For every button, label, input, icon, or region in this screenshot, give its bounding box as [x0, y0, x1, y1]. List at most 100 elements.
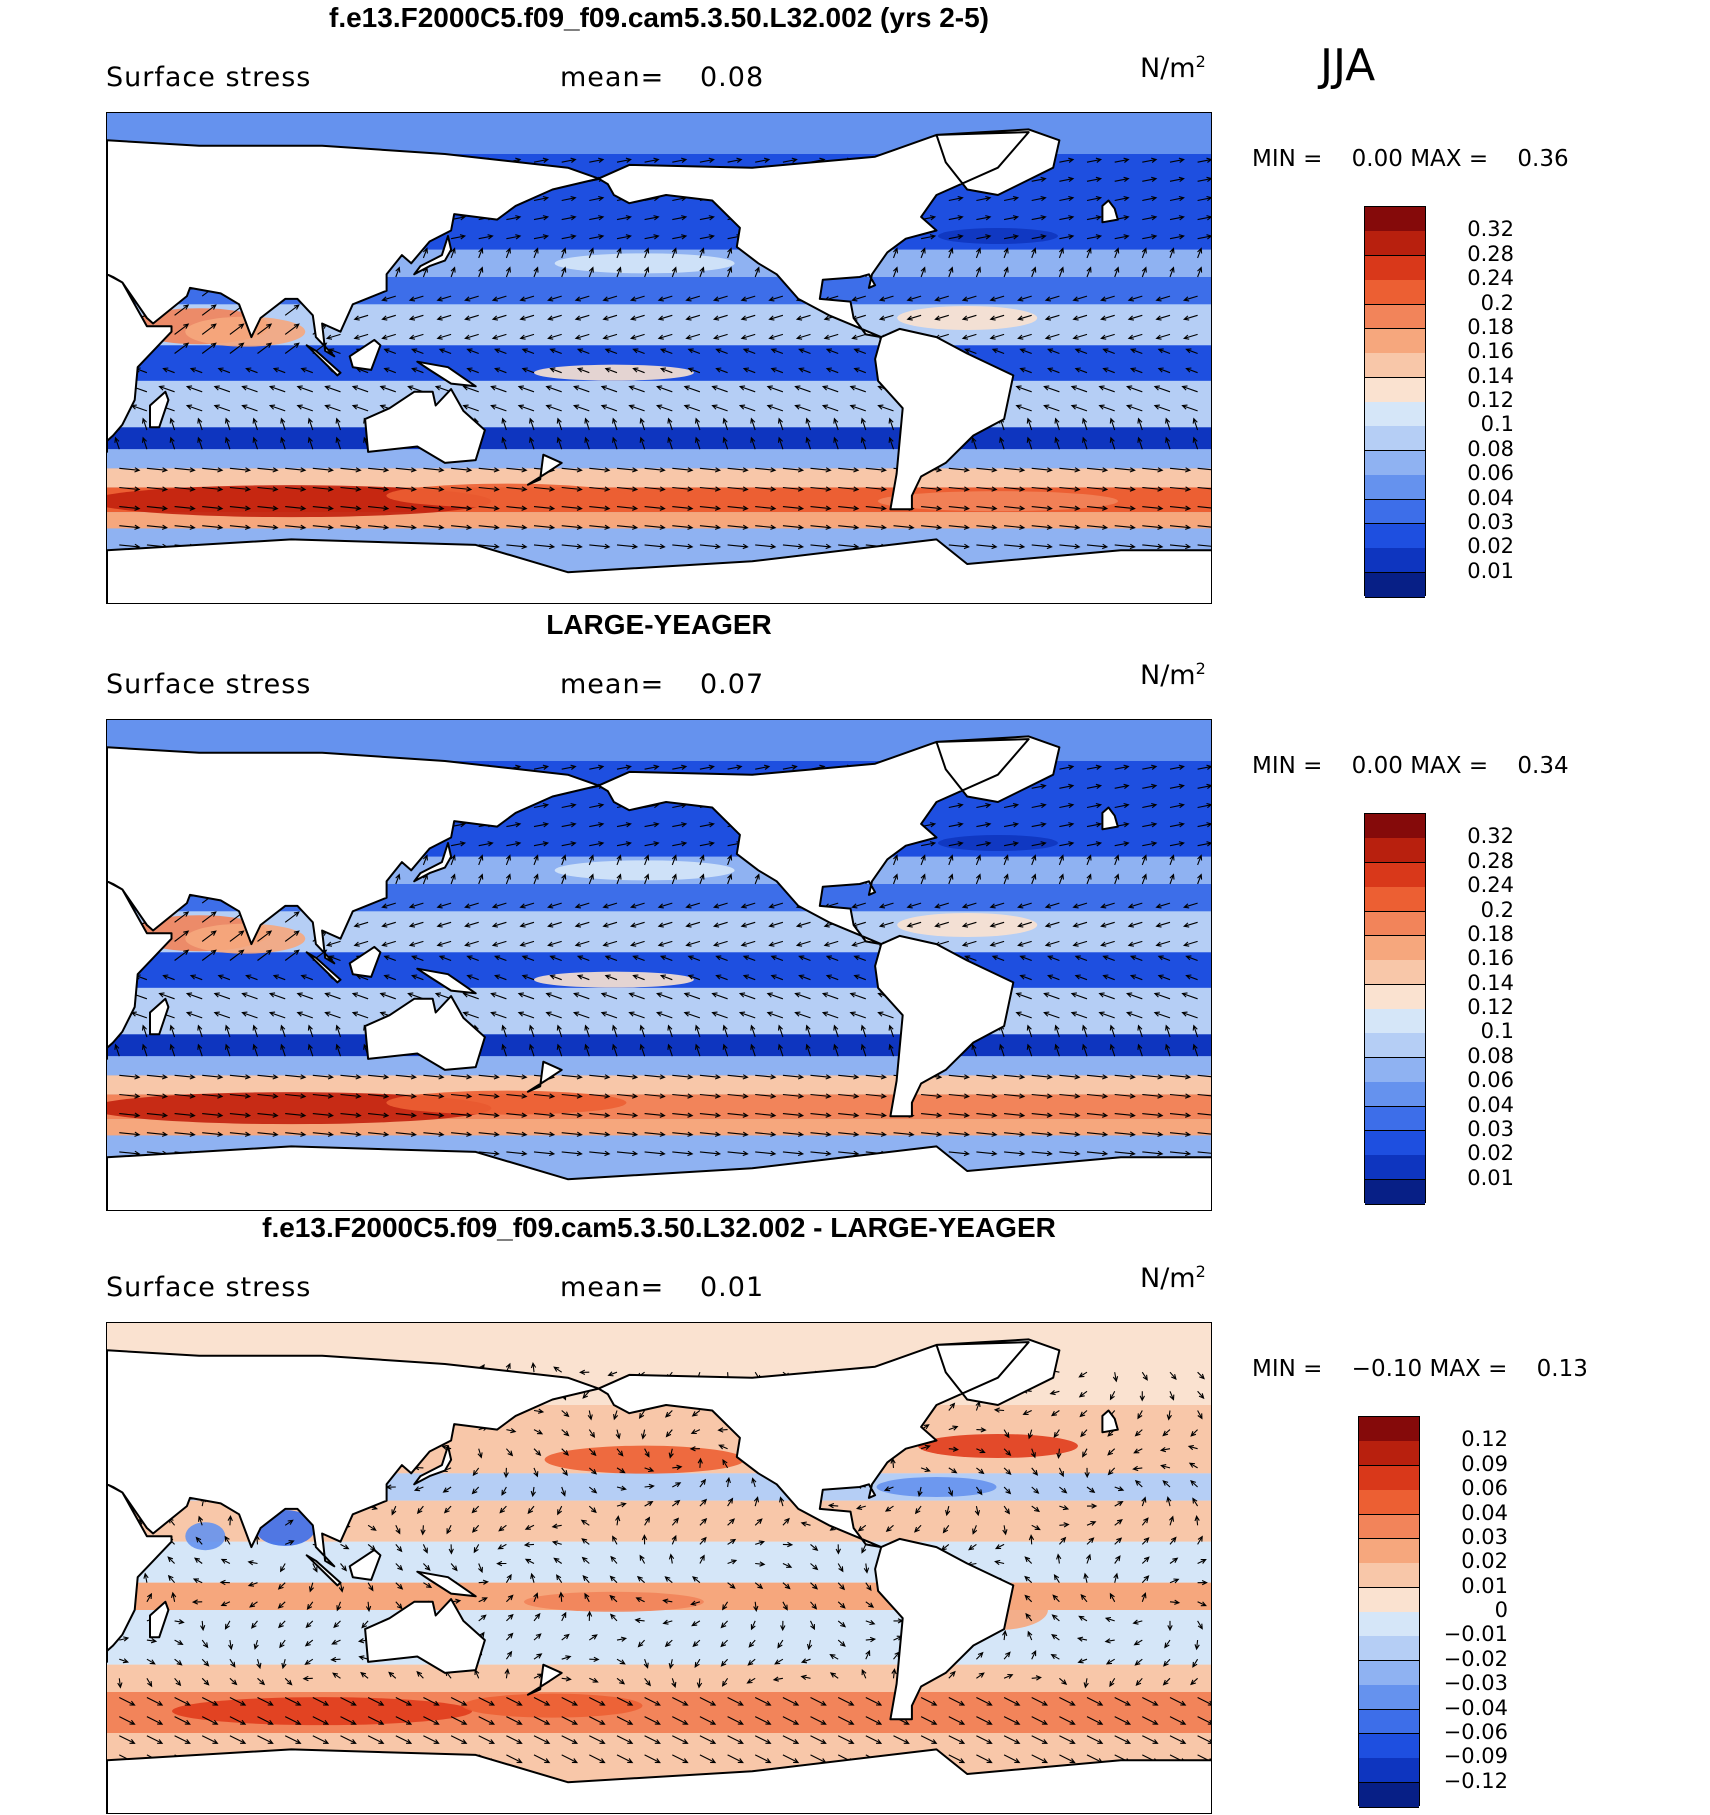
stress-arrow	[672, 234, 688, 240]
colorbar-tick-label: 0.28	[1467, 848, 1514, 873]
stress-arrow	[381, 940, 396, 947]
stress-arrow	[1197, 266, 1203, 278]
stress-arrow	[1169, 215, 1185, 221]
stress-arrow	[169, 1024, 176, 1038]
stress-arrow	[683, 1011, 701, 1019]
stress-arrow	[1031, 1675, 1042, 1681]
stress-arrow	[727, 266, 733, 278]
stress-arrow	[976, 841, 992, 847]
stress-arrow	[805, 1024, 812, 1038]
stress-arrow	[782, 467, 805, 473]
stress-arrow	[1017, 314, 1032, 321]
stress-arrow	[1169, 1716, 1187, 1725]
stress-arrow	[838, 1131, 860, 1137]
colorbar-swatch	[1365, 862, 1425, 888]
stress-arrow	[1142, 822, 1158, 828]
colorbar-swatch	[1359, 1685, 1419, 1710]
colorbar-tick-label: 0.14	[1467, 363, 1514, 388]
colorbar-tick-label: 0.2	[1480, 897, 1514, 922]
colorbar-swatch	[1365, 328, 1425, 354]
stress-arrow	[748, 1639, 756, 1648]
colorbar-tick-label: 0.04	[1467, 1092, 1514, 1117]
stress-arrow	[662, 1619, 673, 1625]
stress-arrow	[727, 1074, 749, 1080]
colorbar-swatch	[1365, 960, 1425, 986]
stress-arrow	[1031, 783, 1047, 790]
stress-arrow	[1031, 822, 1047, 828]
stress-arrow	[436, 314, 452, 321]
stress-arrow	[712, 333, 728, 340]
stress-arrow	[1003, 841, 1020, 847]
stress-arrow	[750, 1024, 756, 1038]
stress-arrow	[838, 467, 860, 473]
stress-arrow	[146, 1697, 164, 1706]
stress-arrow	[961, 902, 977, 909]
stress-arrow	[340, 505, 362, 511]
stress-arrow	[560, 1486, 566, 1497]
stress-arrow	[1142, 157, 1158, 163]
stress-arrow	[312, 1093, 334, 1099]
stress-arrow	[782, 543, 805, 550]
stress-arrow	[306, 1601, 314, 1611]
stress-arrow	[530, 1486, 536, 1498]
stress-arrow	[920, 1697, 938, 1706]
stress-arrow	[878, 295, 894, 302]
stress-arrow	[257, 1697, 274, 1706]
stress-arrow	[860, 1024, 867, 1038]
stress-arrow	[616, 873, 622, 885]
stress-arrow	[1003, 215, 1020, 221]
stress-arrow	[588, 266, 594, 278]
panel-observation: LARGE-YEAGER Surface stress mean= 0.07 N…	[0, 607, 1710, 1212]
stress-arrow	[1051, 1633, 1060, 1641]
stress-arrow	[229, 486, 252, 492]
colorbar-tick-label: 0.02	[1461, 1549, 1508, 1574]
stress-arrow	[971, 436, 977, 450]
stress-arrow	[837, 1735, 855, 1744]
stress-arrow	[395, 1112, 417, 1118]
stress-arrow	[146, 1093, 169, 1099]
stress-arrow	[1169, 1391, 1175, 1401]
stress-arrow	[671, 1499, 681, 1507]
stress-arrow	[521, 367, 535, 374]
colorbar-swatch	[1365, 475, 1425, 500]
stress-arrow	[561, 1676, 572, 1682]
stress-arrow	[837, 1563, 844, 1573]
stress-arrow	[963, 348, 977, 355]
stress-arrow	[1058, 873, 1064, 885]
stress-arrow	[533, 1429, 544, 1435]
stress-arrow	[1165, 436, 1171, 450]
stress-arrow	[1155, 314, 1171, 321]
stress-arrow	[727, 524, 749, 530]
stress-arrow	[800, 1521, 811, 1527]
stress-arrow	[616, 247, 622, 259]
stress-arrow	[692, 1576, 701, 1584]
colorbar-tick-label: 0.04	[1461, 1500, 1508, 1525]
stress-arrow	[1197, 195, 1211, 202]
stress-arrow	[644, 764, 660, 770]
stress-arrow	[849, 404, 866, 412]
surface-stress-difference-map	[106, 1322, 1212, 1814]
stress-arrow	[367, 1524, 377, 1531]
stress-arrow	[671, 854, 677, 866]
stress-arrow	[1100, 314, 1115, 321]
stress-arrow	[191, 1599, 203, 1605]
stress-arrow	[672, 764, 688, 770]
colorbar-tick-label: 0.2	[1480, 290, 1514, 315]
stress-arrow	[174, 304, 190, 316]
stress-arrow	[976, 1150, 998, 1157]
stress-arrow	[185, 992, 203, 1000]
stress-arrow	[584, 1024, 590, 1038]
stress-arrow	[247, 1560, 258, 1566]
colorbar-tick-label: −0.03	[1443, 1671, 1508, 1696]
colorbar-tick-label: 0.12	[1467, 995, 1514, 1019]
stress-arrow	[1059, 524, 1081, 530]
stress-arrow	[699, 1716, 717, 1725]
stress-arrow	[436, 940, 452, 947]
stress-arrow	[506, 234, 522, 240]
stress-arrow	[1086, 1520, 1097, 1526]
stress-arrow	[464, 314, 479, 321]
stress-arrow	[1078, 1615, 1088, 1622]
stress-arrow	[1197, 854, 1203, 866]
stress-arrow	[727, 505, 749, 511]
stress-arrow	[285, 1131, 307, 1137]
